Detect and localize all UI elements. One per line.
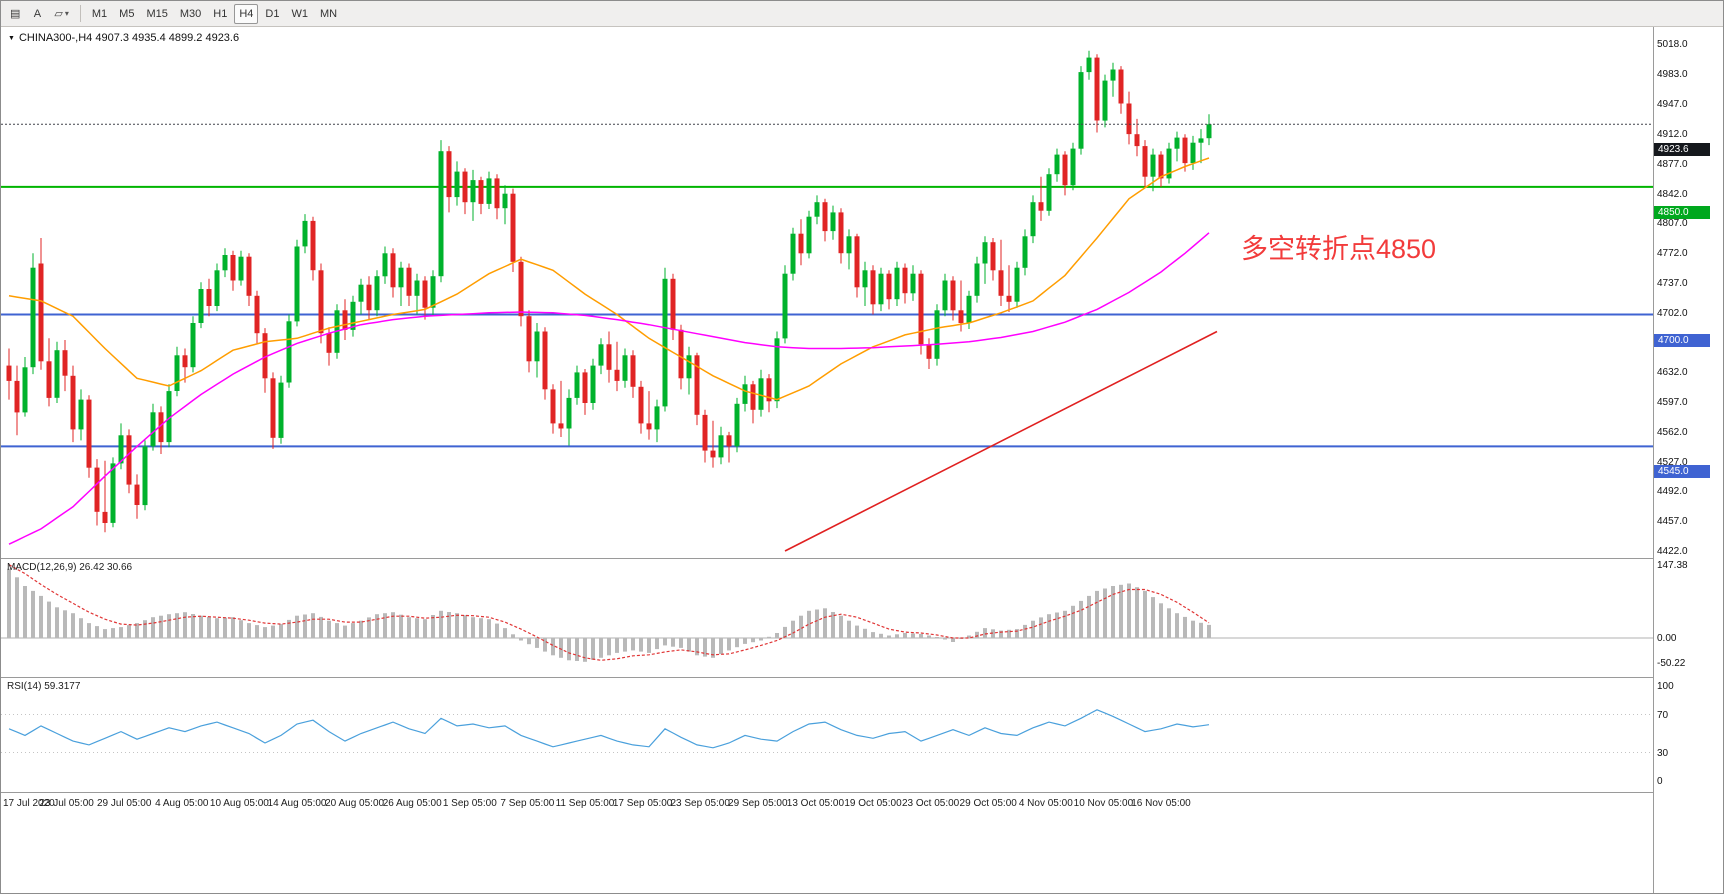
timeframe-button-mn[interactable]: MN bbox=[315, 4, 342, 24]
chart-header: ▼ CHINA300-,H4 4907.3 4935.4 4899.2 4923… bbox=[8, 32, 239, 44]
price-axis[interactable]: 5018.0 4983.0 4947.0 4912.0 4877.0 4842.0 4807… bbox=[1653, 27, 1723, 893]
rsi-label: RSI(14) 59.3177 bbox=[7, 681, 81, 692]
chart-symbol-ohlc: CHINA300-,H4 4907.3 4935.4 4899.2 4923.6 bbox=[18, 32, 240, 44]
chart-annotation[interactable]: 多空转折点4850 bbox=[1241, 234, 1437, 264]
time-axis-label: 20 Aug 05:00 bbox=[325, 798, 385, 809]
axis-tick-label: 5018.0 bbox=[1657, 39, 1688, 50]
time-axis-label: 23 Jul 05:00 bbox=[39, 798, 94, 809]
time-axis-label: 4 Nov 05:00 bbox=[1018, 798, 1073, 809]
ma-fast-line bbox=[8, 157, 1210, 401]
pane-separator bbox=[1, 792, 1723, 793]
axis-tick-label: 4737.0 bbox=[1657, 278, 1688, 290]
timeframe-button-m5[interactable]: M5 bbox=[114, 4, 139, 24]
price-level-badge: 4923.6 bbox=[1654, 143, 1710, 157]
time-axis-label: 23 Oct 05:00 bbox=[901, 798, 960, 809]
axis-tick-label: 4912.0 bbox=[1657, 129, 1688, 141]
trendline[interactable] bbox=[784, 330, 1218, 552]
time-axis-label: 16 Nov 05:00 bbox=[1131, 798, 1191, 809]
pane-separator bbox=[1, 677, 1723, 678]
axis-tick-label: 4422.0 bbox=[1657, 546, 1688, 557]
timeframe-button-m1[interactable]: M1 bbox=[87, 4, 112, 24]
axis-tick-label: 0.00 bbox=[1657, 633, 1677, 644]
chart-list-icon[interactable]: ▤ bbox=[5, 4, 25, 24]
axis-tick-label: 4947.0 bbox=[1657, 99, 1688, 111]
time-axis-label: 13 Oct 05:00 bbox=[786, 798, 845, 809]
axis-tick-label: 4527.0 bbox=[1657, 456, 1688, 468]
axis-tick-label: 30 bbox=[1657, 747, 1669, 759]
time-axis-label: 7 Sep 05:00 bbox=[500, 798, 555, 809]
axis-tick-label: 4842.0 bbox=[1657, 188, 1688, 200]
time-axis-label: 17 Sep 05:00 bbox=[612, 798, 673, 809]
time-axis-label: 10 Nov 05:00 bbox=[1073, 798, 1134, 809]
time-axis[interactable]: 17 Jul 2020 23 Jul 05:00 29 Jul 05:00 4 Aug… bbox=[1, 795, 1653, 817]
axis-tick-label: 4807.0 bbox=[1657, 218, 1688, 230]
axis-tick-label: 0 bbox=[1657, 776, 1663, 787]
pane-separator bbox=[1, 558, 1723, 559]
time-axis-label: 4 Aug 05:00 bbox=[155, 798, 209, 809]
ma-slow-line bbox=[8, 232, 1210, 545]
time-axis-label: 17 Jul 2020 bbox=[3, 798, 55, 809]
timeframe-button-d1[interactable]: D1 bbox=[260, 4, 284, 24]
rsi-line bbox=[8, 709, 1210, 749]
time-axis-label: 29 Jul 05:00 bbox=[96, 798, 152, 809]
time-axis-label: 19 Oct 05:00 bbox=[844, 798, 902, 809]
time-axis-label: 29 Sep 05:00 bbox=[728, 798, 788, 809]
timeframe-button-w1[interactable]: W1 bbox=[286, 4, 313, 24]
axis-tick-label: -50.22 bbox=[1657, 657, 1686, 669]
timeframe-button-h4[interactable]: H4 bbox=[234, 3, 259, 24]
candles bbox=[6, 50, 1212, 533]
axis-tick-label: 4772.0 bbox=[1657, 248, 1688, 260]
toolbar-separator bbox=[79, 5, 81, 22]
price-level-badge: 4700.0 bbox=[1654, 333, 1710, 347]
rsi-indicator-pane[interactable] bbox=[1, 678, 1653, 792]
axis-tick-label: 4983.0 bbox=[1657, 68, 1688, 80]
macd-histogram bbox=[7, 568, 1211, 662]
macd-indicator-pane[interactable] bbox=[1, 559, 1653, 677]
axis-tick-label: 4562.0 bbox=[1657, 426, 1688, 438]
price-chart-pane[interactable] bbox=[1, 27, 1653, 558]
price-level-badge: 4545.0 bbox=[1654, 465, 1710, 479]
axis-tick-label: 4492.0 bbox=[1657, 486, 1688, 498]
price-level-badge: 4850.0 bbox=[1654, 205, 1710, 219]
macd-signal-line bbox=[8, 564, 1210, 661]
axis-tick-label: 4597.0 bbox=[1657, 397, 1688, 409]
time-axis-label: 29 Oct 05:00 bbox=[959, 798, 1017, 809]
timeframe-button-m30[interactable]: M30 bbox=[175, 4, 206, 24]
text-tool-icon[interactable]: A bbox=[27, 4, 47, 24]
timeframe-button-h1[interactable]: H1 bbox=[208, 4, 232, 24]
macd-label: MACD(12,26,9) 26.42 30.66 bbox=[7, 562, 133, 573]
axis-tick-label: 4702.0 bbox=[1657, 307, 1688, 319]
axis-tick-label: 100 bbox=[1657, 681, 1674, 692]
axis-tick-label: 147.38 bbox=[1657, 560, 1688, 571]
axis-tick-label: 70 bbox=[1657, 709, 1669, 721]
timeframe-button-m15[interactable]: M15 bbox=[141, 4, 172, 24]
caret-down-icon: ▾ bbox=[64, 9, 69, 18]
chart-dropdown-icon[interactable]: ▼ bbox=[8, 34, 15, 42]
time-axis-label: 14 Aug 05:00 bbox=[267, 798, 327, 809]
time-axis-label: 11 Sep 05:00 bbox=[555, 798, 615, 809]
toolbar: ▤ A ▱ ▾ M1 M5 M15 M30 H1 H4 D1 W1 MN bbox=[1, 1, 1723, 27]
time-axis-label: 26 Aug 05:00 bbox=[382, 798, 442, 809]
shapes-tool-icon[interactable]: ▱ ▾ bbox=[49, 4, 73, 24]
axis-tick-label: 4457.0 bbox=[1657, 516, 1688, 528]
time-axis-label: 10 Aug 05:00 bbox=[209, 798, 269, 809]
shapes-glyph: ▱ bbox=[54, 8, 63, 20]
axis-tick-label: 4877.0 bbox=[1657, 158, 1688, 170]
time-axis-label: 23 Sep 05:00 bbox=[670, 798, 730, 809]
time-axis-label: 1 Sep 05:00 bbox=[442, 798, 497, 809]
axis-tick-label: 4632.0 bbox=[1657, 367, 1688, 379]
